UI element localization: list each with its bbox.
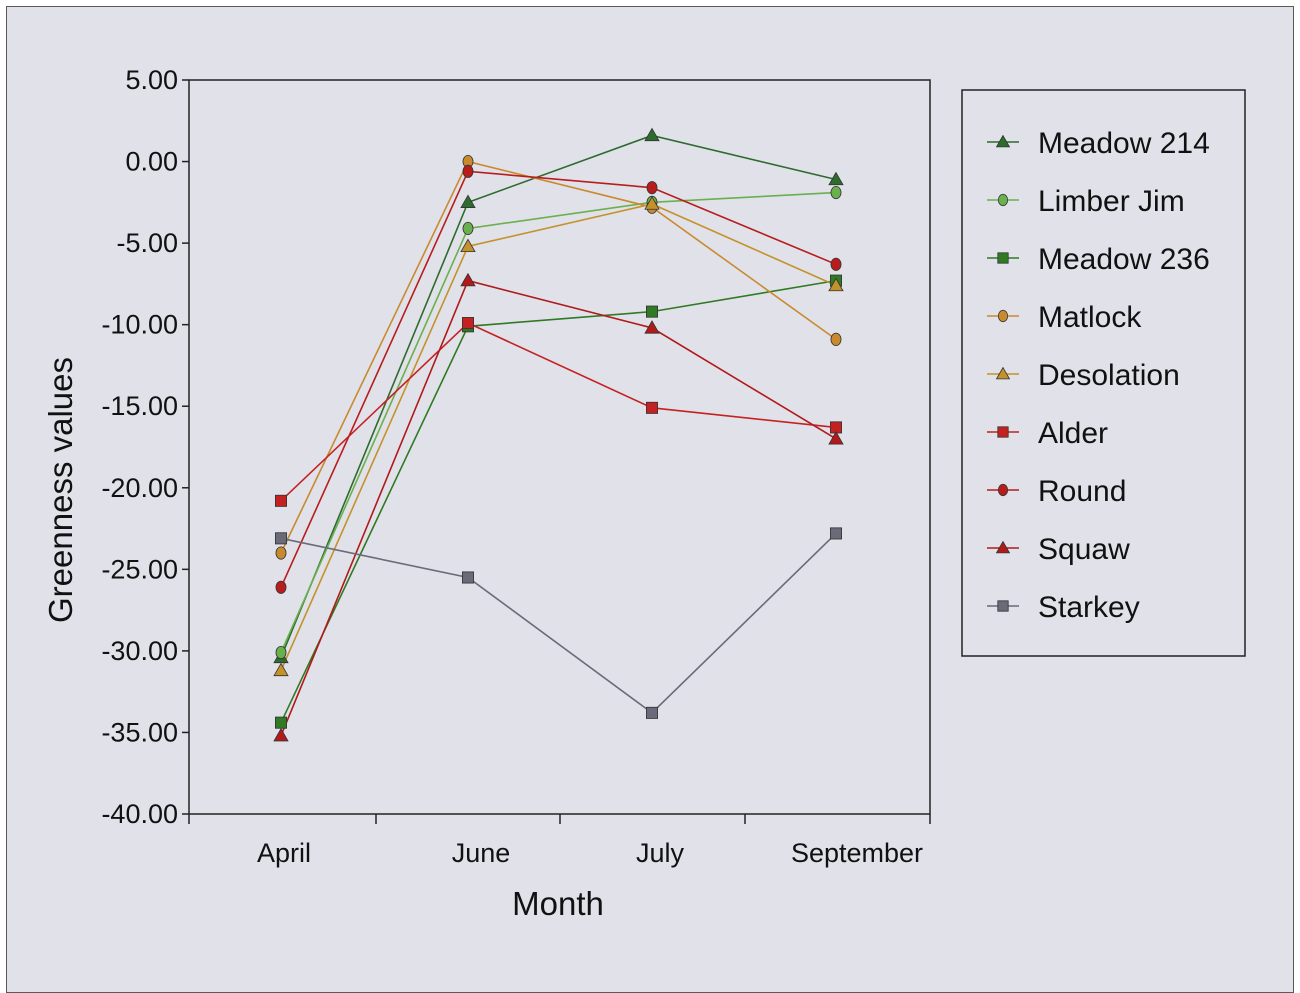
x-tick-label: April xyxy=(257,838,311,868)
plot-area xyxy=(188,79,931,815)
y-tick-label: -5.00 xyxy=(116,228,178,258)
data-point xyxy=(462,221,474,235)
data-point xyxy=(275,580,287,594)
series-line xyxy=(280,279,837,723)
data-point xyxy=(274,532,287,545)
data-point xyxy=(460,194,476,208)
data-point xyxy=(275,546,287,560)
legend-label: Squaw xyxy=(1038,533,1130,566)
series-line xyxy=(280,191,837,653)
y-axis-title: Greenness values xyxy=(42,357,79,623)
x-tick-label: September xyxy=(791,838,923,868)
legend-label: Round xyxy=(1038,475,1126,508)
legend-marker xyxy=(995,134,1011,148)
legend-label: Limber Jim xyxy=(1038,185,1185,218)
data-point xyxy=(830,257,842,271)
x-tick-label: July xyxy=(636,838,685,868)
y-tick-label: -35.00 xyxy=(101,717,178,747)
data-point xyxy=(646,706,659,719)
y-tick-label: -30.00 xyxy=(101,636,178,666)
series-line xyxy=(280,322,837,502)
x-axis-title: Month xyxy=(512,885,604,922)
legend-item: Round xyxy=(987,475,1126,508)
legend-item: Squaw xyxy=(987,533,1130,566)
y-tick-label: 5.00 xyxy=(125,65,178,95)
data-point xyxy=(828,171,844,186)
legend-marker xyxy=(995,366,1011,380)
data-point xyxy=(644,196,660,210)
data-point xyxy=(830,185,842,200)
series-line xyxy=(280,279,837,737)
legend-marker xyxy=(997,252,1009,264)
y-tick-label: -10.00 xyxy=(101,310,178,340)
data-point xyxy=(830,332,842,346)
data-point xyxy=(830,527,843,540)
data-point xyxy=(461,571,474,584)
legend-marker xyxy=(997,193,1009,207)
series-lines xyxy=(280,134,837,737)
legend-marker xyxy=(997,600,1009,612)
data-point xyxy=(828,277,844,292)
series-line xyxy=(280,160,837,554)
series-line xyxy=(280,532,837,714)
legend-label: Desolation xyxy=(1038,359,1180,392)
x-axis: April June July September xyxy=(188,814,931,868)
y-axis: 5.00 0.00 -5.00 -10.00 -15.00 -20.00 -25.00 -30… xyxy=(101,65,189,829)
data-point xyxy=(460,238,476,253)
data-point xyxy=(273,662,289,677)
legend-label: Meadow 236 xyxy=(1038,243,1210,276)
data-point xyxy=(462,164,474,178)
y-tick-label: -20.00 xyxy=(101,473,178,503)
x-tick-label: June xyxy=(452,838,511,868)
legend-marker xyxy=(995,540,1011,554)
data-point xyxy=(461,317,474,330)
data-point xyxy=(646,305,659,318)
series-markers xyxy=(273,127,844,742)
legend-item: Desolation xyxy=(987,359,1180,392)
legend-marker xyxy=(997,426,1009,438)
data-point xyxy=(274,494,287,507)
data-point xyxy=(828,431,844,445)
data-point xyxy=(273,727,289,742)
series-line xyxy=(280,170,837,588)
legend-label: Alder xyxy=(1038,417,1108,450)
legend-item: Meadow 236 xyxy=(987,243,1210,276)
data-point xyxy=(274,716,287,729)
data-point xyxy=(644,320,660,334)
y-tick-label: -15.00 xyxy=(101,391,178,421)
legend-label: Matlock xyxy=(1038,301,1142,334)
series-line xyxy=(280,134,837,658)
data-point xyxy=(644,127,660,142)
legend-item: Meadow 214 xyxy=(987,127,1210,160)
series-line xyxy=(280,203,837,671)
y-tick-label: -25.00 xyxy=(101,554,178,584)
legend-box xyxy=(961,89,1246,657)
legend-label: Starkey xyxy=(1038,591,1140,624)
legend-item: Alder xyxy=(987,417,1108,450)
legend-marker xyxy=(997,483,1009,497)
legend-item: Starkey xyxy=(987,591,1140,624)
data-point xyxy=(460,272,476,287)
data-point xyxy=(275,645,287,660)
legend-item: Matlock xyxy=(987,301,1142,334)
y-tick-label: -40.00 xyxy=(101,799,178,829)
data-point xyxy=(646,181,658,195)
legend-marker xyxy=(997,309,1009,323)
data-point xyxy=(646,401,659,414)
y-tick-label: 0.00 xyxy=(125,147,178,177)
legend-item: Limber Jim xyxy=(987,185,1185,218)
legend-label: Meadow 214 xyxy=(1038,127,1210,160)
legend: Meadow 214 Limber Jim Meadow 236 Matlock Des… xyxy=(987,127,1210,624)
